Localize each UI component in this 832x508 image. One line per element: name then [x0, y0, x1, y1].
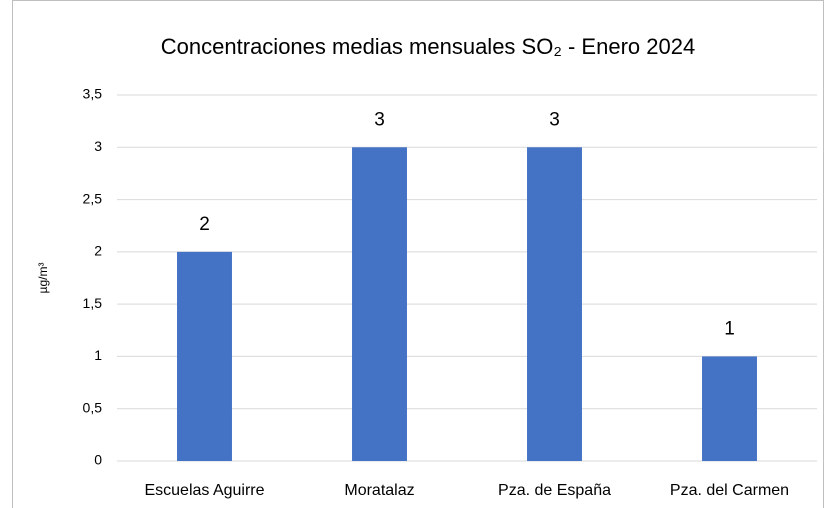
y-tick-label: 2,5 — [83, 190, 103, 206]
x-tick-label: Moratalaz — [344, 482, 414, 499]
data-label: 3 — [374, 109, 385, 130]
x-tick-label: Pza. de España — [498, 482, 611, 499]
y-tick-label: 3 — [94, 138, 102, 154]
y-axis-label: µg/m³ — [36, 263, 50, 294]
y-tick-label: 1 — [94, 347, 102, 363]
bar — [352, 147, 407, 462]
y-tick-label: 2 — [94, 243, 102, 259]
x-tick-label: Escuelas Aguirre — [144, 482, 264, 499]
x-tick-label: Pza. del Carmen — [670, 482, 789, 499]
y-tick-label: 0,5 — [83, 399, 103, 415]
bar — [702, 356, 757, 461]
chart-frame — [12, 0, 824, 508]
data-label: 1 — [724, 318, 735, 339]
data-label: 2 — [199, 214, 210, 235]
y-tick-label: 1,5 — [83, 295, 103, 311]
y-tick-label: 3,5 — [83, 86, 103, 102]
y-tick-label: 0 — [94, 452, 102, 468]
bar — [527, 147, 582, 462]
chart-title: Concentraciones medias mensuales SO₂ - E… — [161, 34, 695, 59]
data-label: 3 — [549, 109, 560, 130]
bar — [177, 251, 232, 461]
